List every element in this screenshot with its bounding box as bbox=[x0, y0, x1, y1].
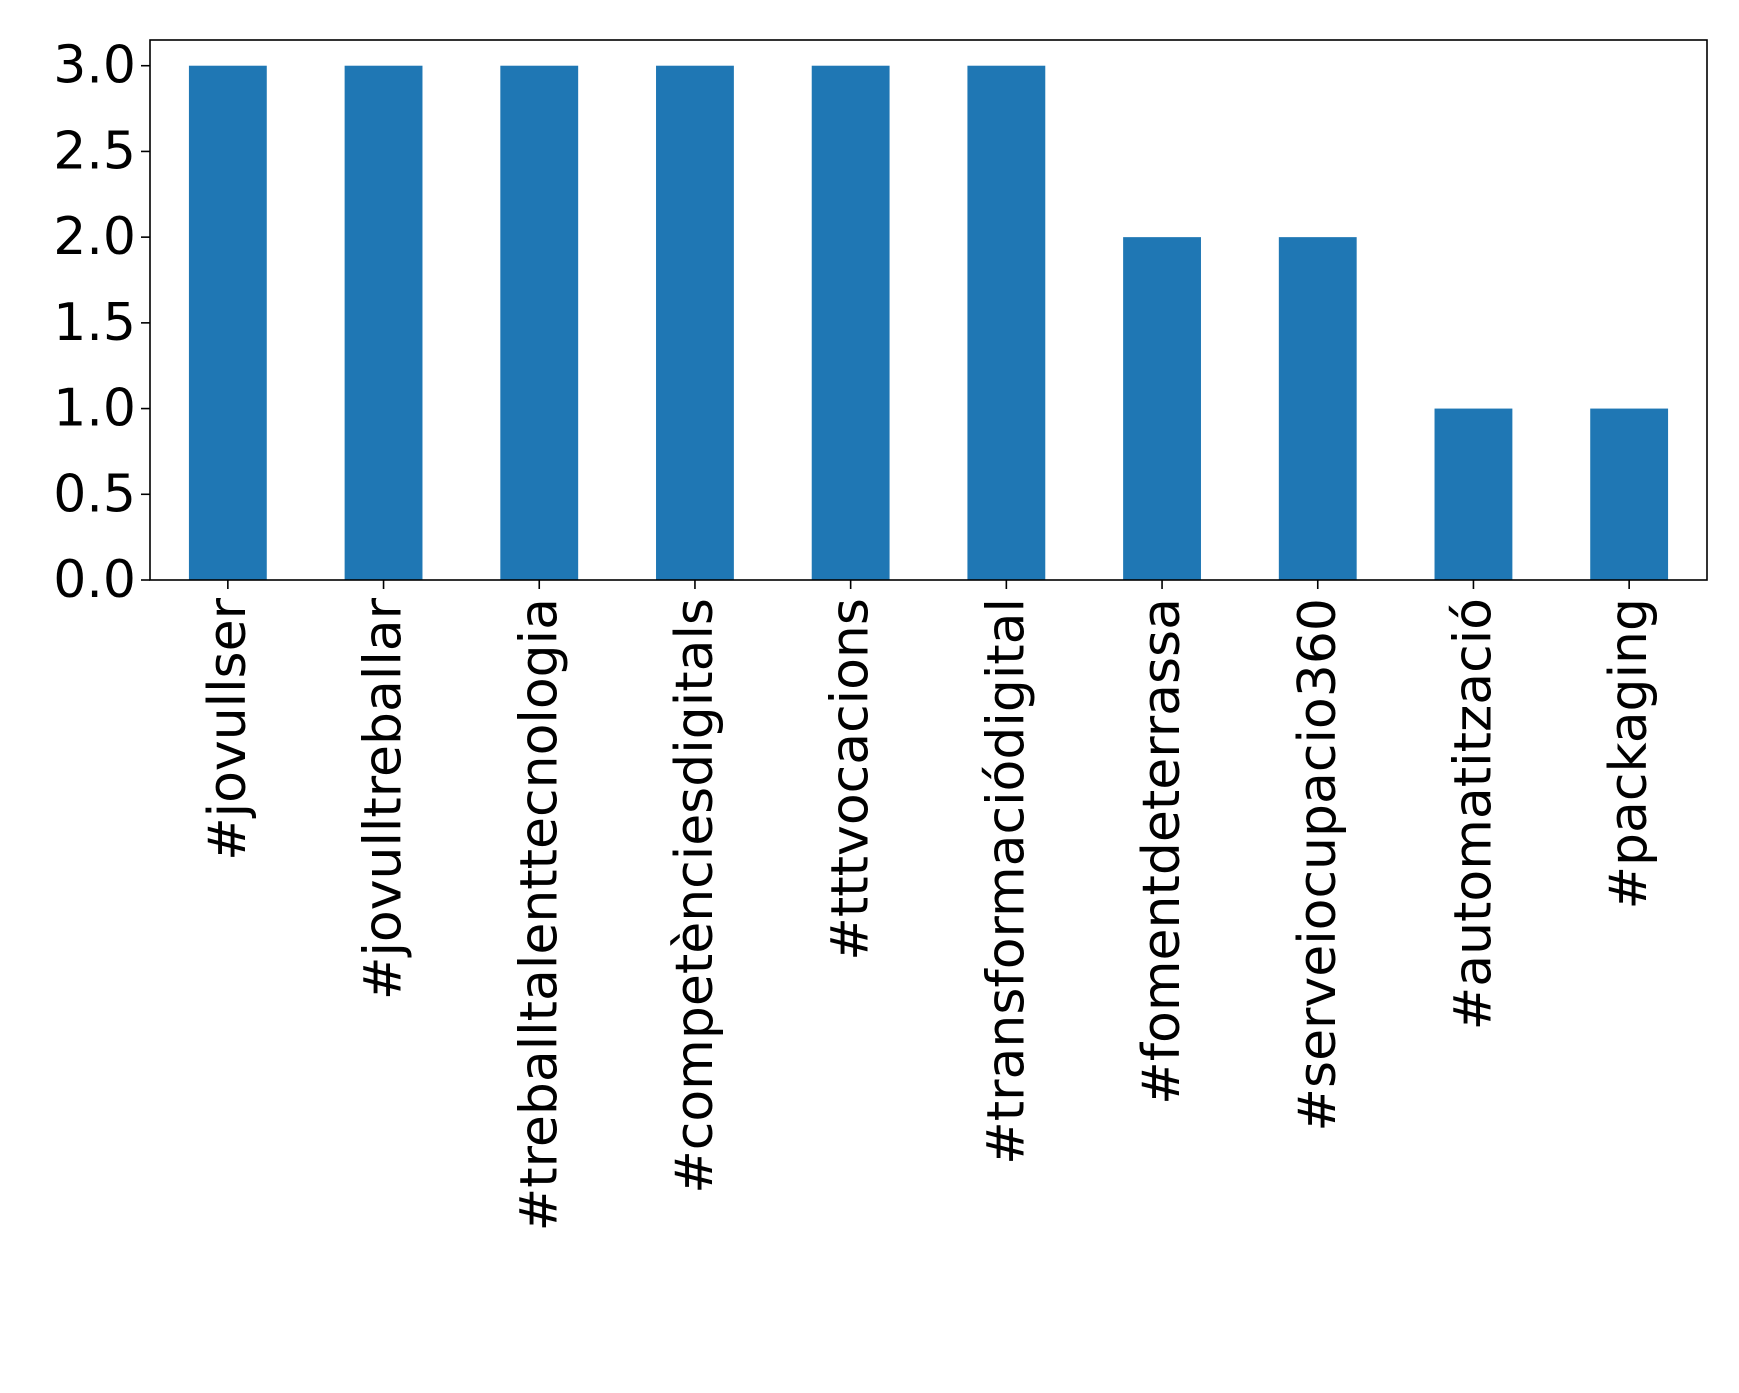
x-tick-label: #serveiocupacio360 bbox=[1288, 598, 1348, 1132]
y-tick-label: 2.0 bbox=[53, 207, 136, 267]
x-tick-label: #jovulltreballar bbox=[354, 597, 414, 1000]
plot-frame bbox=[149, 39, 1708, 581]
bar-1 bbox=[344, 65, 423, 580]
bar-7 bbox=[1278, 237, 1357, 580]
x-tick-label: #automatització bbox=[1443, 598, 1503, 1030]
y-axis: 0.0 0.5 1.0 1.5 2.0 2.5 3.0 bbox=[53, 36, 150, 610]
y-tick-label: 0.5 bbox=[53, 464, 136, 524]
y-tick-label: 1.0 bbox=[53, 379, 136, 439]
bar-9 bbox=[1590, 408, 1669, 580]
x-tick-label: #tttvocacions bbox=[821, 598, 881, 961]
bar-4 bbox=[811, 65, 890, 580]
y-tick-label: 1.5 bbox=[53, 293, 136, 353]
x-tick-label: #treballtalenttecnologia bbox=[509, 598, 569, 1231]
y-tick-label: 0.0 bbox=[53, 550, 136, 610]
x-tick-label: #packaging bbox=[1599, 598, 1659, 910]
x-tick-label: #fomentdeterrassa bbox=[1132, 598, 1192, 1105]
x-tick-label: #transformaciódigital bbox=[976, 598, 1036, 1165]
bar-2 bbox=[500, 65, 579, 580]
bar-8 bbox=[1434, 408, 1513, 580]
bar-6 bbox=[1123, 237, 1201, 580]
x-tick-label: #competènciesdigitals bbox=[665, 598, 725, 1194]
bar-3 bbox=[656, 65, 734, 580]
x-axis: #jovullser #jovulltreballar #treballtalent… bbox=[198, 580, 1659, 1231]
bars-layer bbox=[188, 65, 1669, 580]
bar-5 bbox=[967, 65, 1046, 580]
x-tick-label: #jovullser bbox=[198, 597, 258, 861]
y-tick-label: 2.5 bbox=[53, 121, 136, 181]
bar-0 bbox=[188, 65, 267, 580]
y-tick-label: 3.0 bbox=[53, 36, 136, 96]
